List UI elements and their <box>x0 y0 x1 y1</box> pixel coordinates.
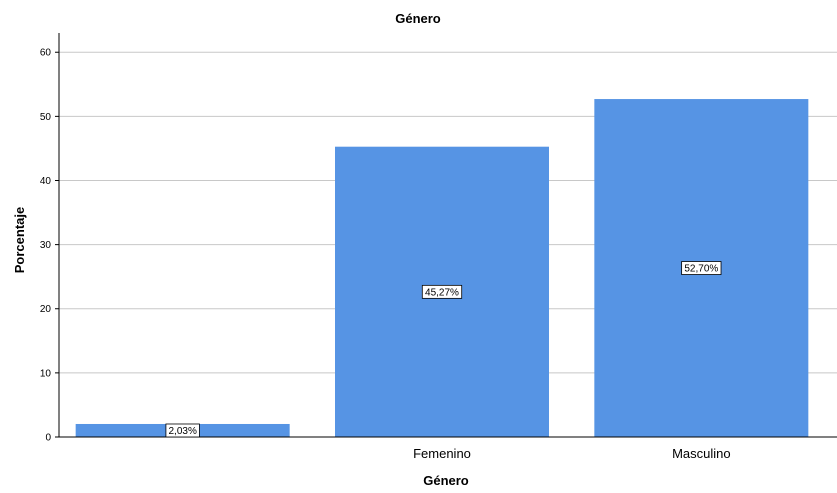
y-tick-label: 40 <box>40 176 52 187</box>
labels: 0 10 20 30 40 50 60 2,03% 45,27% Femenino 52,70% Ma… <box>12 11 731 488</box>
chart-title: Género <box>395 11 441 26</box>
y-tick-label: 0 <box>45 433 51 444</box>
y-tick-label: 10 <box>40 368 52 379</box>
y-tick-label: 20 <box>40 304 52 315</box>
bars <box>75 99 809 438</box>
data-label-box <box>681 261 722 275</box>
y-tick-label: 60 <box>40 48 52 59</box>
y-tick-label: 30 <box>40 240 52 251</box>
y-axis-title: Porcentaje <box>12 207 27 273</box>
data-label: 2,03% <box>168 426 196 437</box>
data-label-box <box>165 423 200 438</box>
y-tick-label: 50 <box>40 112 52 123</box>
data-label: 45,27% <box>425 287 459 298</box>
x-axis-title: Género <box>423 473 469 488</box>
x-tick-label: Masculino <box>672 446 731 461</box>
data-label: 52,70% <box>684 264 718 275</box>
x-tick-label: Femenino <box>413 446 471 461</box>
data-label-box <box>421 284 463 299</box>
